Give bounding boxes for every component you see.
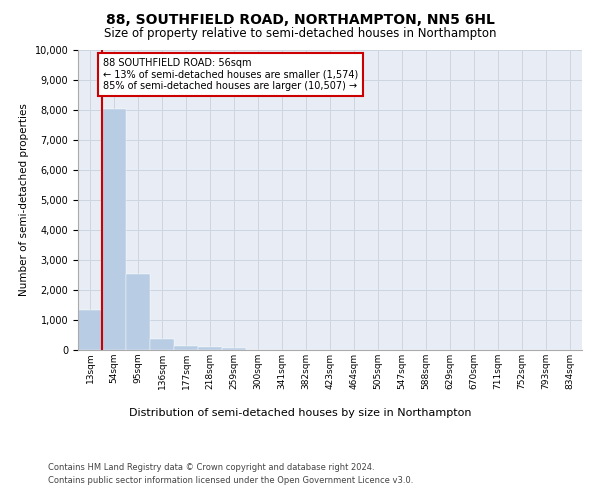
Text: Contains HM Land Registry data © Crown copyright and database right 2024.: Contains HM Land Registry data © Crown c… <box>48 462 374 471</box>
Text: Distribution of semi-detached houses by size in Northampton: Distribution of semi-detached houses by … <box>129 408 471 418</box>
Text: 88, SOUTHFIELD ROAD, NORTHAMPTON, NN5 6HL: 88, SOUTHFIELD ROAD, NORTHAMPTON, NN5 6H… <box>106 12 494 26</box>
Bar <box>150 338 174 350</box>
Bar <box>174 346 198 350</box>
Bar <box>126 274 150 350</box>
Text: 88 SOUTHFIELD ROAD: 56sqm
← 13% of semi-detached houses are smaller (1,574)
85% : 88 SOUTHFIELD ROAD: 56sqm ← 13% of semi-… <box>103 58 358 90</box>
Bar <box>102 110 126 350</box>
Y-axis label: Number of semi-detached properties: Number of semi-detached properties <box>19 104 29 296</box>
Bar <box>222 348 246 350</box>
Bar <box>198 348 222 350</box>
Text: Size of property relative to semi-detached houses in Northampton: Size of property relative to semi-detach… <box>104 28 496 40</box>
Text: Contains public sector information licensed under the Open Government Licence v3: Contains public sector information licen… <box>48 476 413 485</box>
Bar <box>78 310 102 350</box>
